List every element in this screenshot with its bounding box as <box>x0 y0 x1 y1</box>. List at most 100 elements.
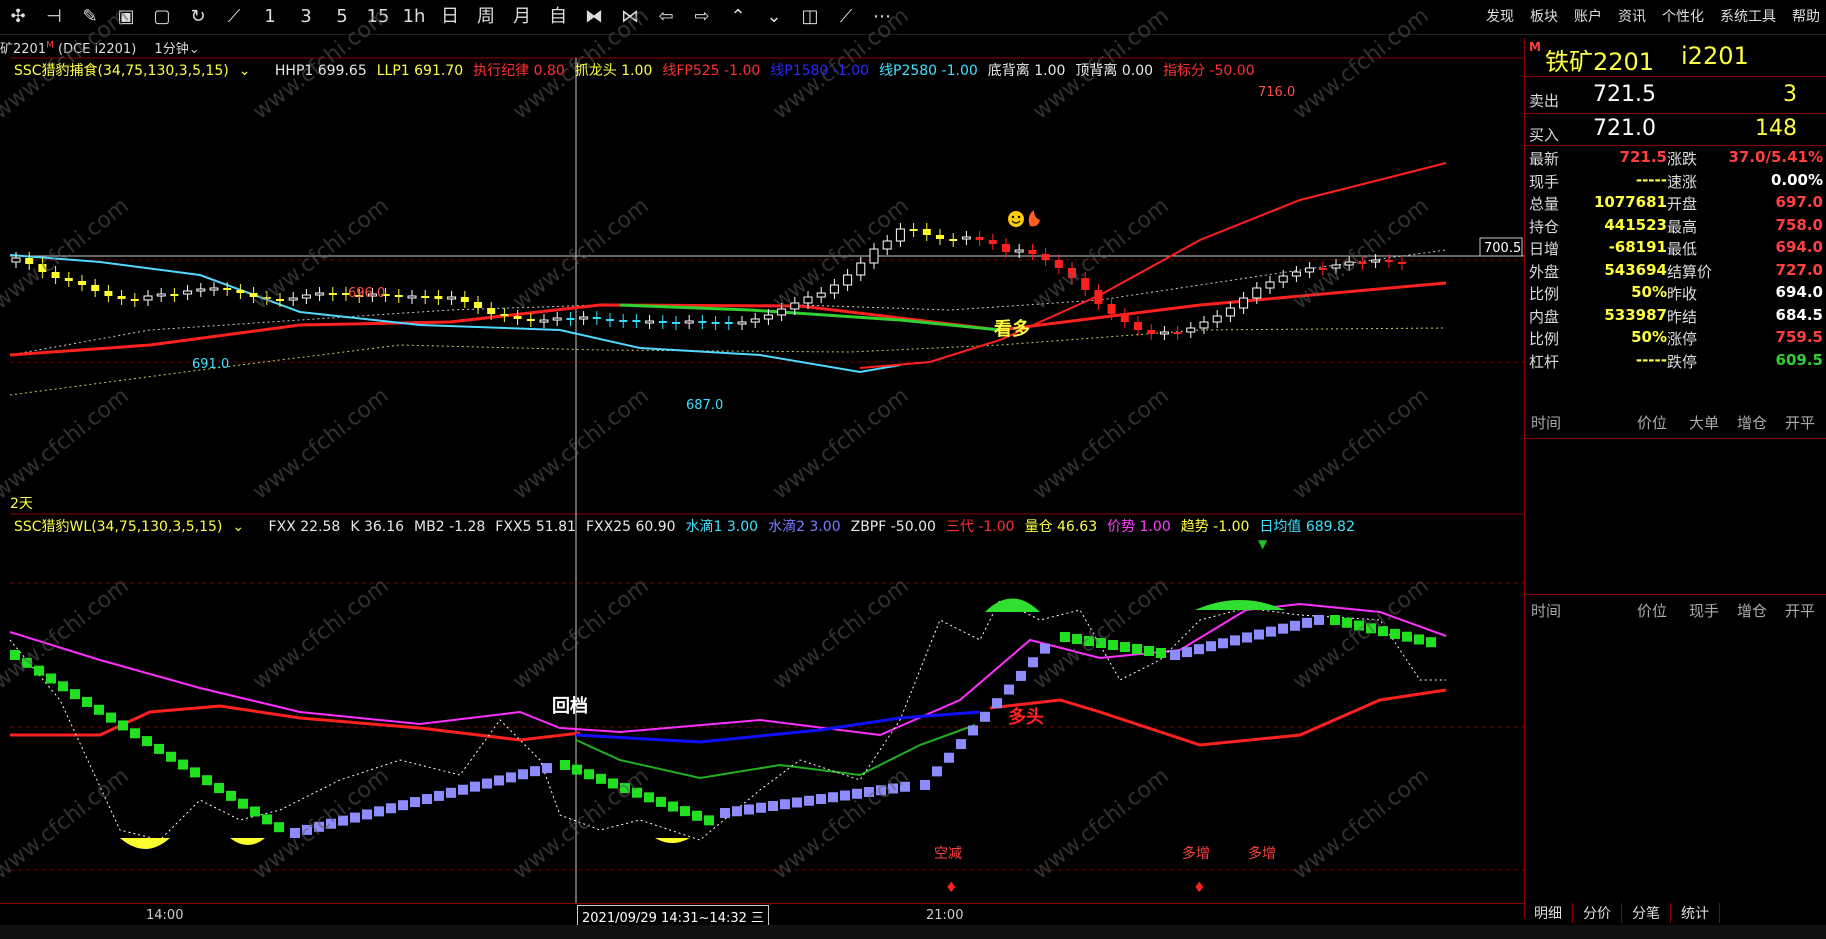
purple-block <box>542 763 552 774</box>
quote-value: 543694 <box>1604 260 1667 279</box>
yellow-hump <box>655 838 690 843</box>
candle-body <box>209 287 219 291</box>
period-1-button[interactable]: 1 <box>264 6 276 27</box>
quote-row: 内盘 533987 昨结 684.5 <box>1525 306 1826 332</box>
purple-block <box>434 790 444 801</box>
main_indicator-item: 指标分 -50.00 <box>1163 63 1255 79</box>
sub_indicator-item: FXX 22.58 <box>268 519 341 535</box>
sub_indicator-item: 日均值 689.82 <box>1259 519 1355 535</box>
candle-body <box>38 264 47 272</box>
period-1h-button[interactable]: 1h <box>402 6 426 27</box>
green-block <box>1060 632 1070 642</box>
more-icon[interactable]: ⋯ <box>873 6 891 27</box>
quote-label: 涨停 <box>1667 330 1698 348</box>
arrow-right-icon[interactable]: ⇨ <box>694 6 710 27</box>
ask-row: 卖出 721.5 3 <box>1529 82 1797 110</box>
quote-label: 跌停 <box>1667 352 1698 371</box>
save-icon[interactable]: ▢ <box>153 6 171 27</box>
pen-icon[interactable]: ⟋ <box>839 6 853 27</box>
purple-block <box>792 797 802 808</box>
sub_indicator-item: 价势 1.00 <box>1107 519 1171 535</box>
green-block <box>1096 638 1106 648</box>
menu-system-tools[interactable]: 系统工具 <box>1720 9 1776 25</box>
zoom-out-icon[interactable]: ⋈ <box>621 6 639 27</box>
green-block <box>632 787 642 798</box>
period-month-button[interactable]: 月 <box>513 6 531 27</box>
menu-personalize[interactable]: 个性化 <box>1662 9 1704 25</box>
candle-body <box>1054 260 1063 268</box>
candle-type-icon[interactable]: ⊣ <box>46 6 62 27</box>
quote-row: 杠杆 ----- 跌停 609.5 <box>1525 351 1826 377</box>
candle-body <box>1318 268 1327 270</box>
period-3-button[interactable]: 3 <box>300 6 312 27</box>
quote-label: 比例 <box>1529 285 1560 303</box>
sub-indicator-name[interactable]: SSC猎豹WL(34,75,130,3,5,15) ⌄ <box>14 519 245 535</box>
arrow-down-icon[interactable]: ⌄ <box>766 6 782 27</box>
quote-label: 最高 <box>1667 217 1698 236</box>
menu-help[interactable]: 帮助 <box>1792 9 1820 25</box>
menu-sector[interactable]: 板块 <box>1530 9 1558 25</box>
toolbar-icons: ✣ ⊣ ✎ ▣ ▢ ↻ ⟋ 1 3 5 15 1h 日 周 月 自 ⧓ ⋈ ⇦ … <box>0 4 900 30</box>
tab-detail[interactable]: 明细 <box>1524 903 1573 923</box>
drop-icon: ♦ <box>945 880 958 896</box>
zoom-in-icon[interactable]: ⧓ <box>585 6 603 27</box>
purple-block <box>1314 614 1324 625</box>
purple-block <box>1182 647 1192 658</box>
quote-label: 总量 <box>1529 195 1560 213</box>
sub-indicator-line: SSC猎豹WL(34,75,130,3,5,15) ⌄ FXX 22.58 K 36… <box>14 516 1375 536</box>
period-week-button[interactable]: 周 <box>477 6 495 27</box>
quote-label: 日增 <box>1529 240 1560 258</box>
refresh-icon[interactable]: ↻ <box>190 6 206 27</box>
sub-blue-line <box>575 710 981 744</box>
watermark-text: www.cfchi.com <box>0 193 134 314</box>
candle-body <box>170 294 179 296</box>
green-block <box>214 783 224 794</box>
candle-body <box>1147 330 1156 334</box>
green-block <box>274 822 284 833</box>
crosshair-icon[interactable]: ✣ <box>10 6 26 27</box>
bid-volume: 148 <box>1755 116 1797 141</box>
draw-tool-icon[interactable]: ✎ <box>82 6 98 27</box>
tab-stats[interactable]: 统计 <box>1671 903 1720 923</box>
main-indicator-name[interactable]: SSC猎豹捕食(34,75,130,3,5,15) ⌄ <box>14 63 251 79</box>
quote-row: 日增 -68191 最低 694.0 <box>1525 238 1826 264</box>
sub_indicator-item: 量仓 46.63 <box>1024 519 1098 535</box>
tab-ticks[interactable]: 分笔 <box>1622 903 1671 923</box>
menu-discover[interactable]: 发现 <box>1486 9 1514 25</box>
period-day-button[interactable]: 日 <box>441 6 459 27</box>
arrow-up-icon[interactable]: ⌃ <box>730 6 746 27</box>
purple-block <box>506 772 516 783</box>
fire-icon <box>1028 210 1040 227</box>
period-15-button[interactable]: 15 <box>366 6 390 27</box>
candle-body <box>803 296 813 304</box>
purple-block <box>876 785 886 796</box>
period-select[interactable]: 1分钟⌄ <box>154 42 200 57</box>
fullscreen-icon[interactable]: ▣ <box>117 6 135 27</box>
tab-price-dist[interactable]: 分价 <box>1573 903 1622 923</box>
purple-block <box>900 781 910 792</box>
green-block <box>190 767 200 778</box>
purple-block <box>932 766 942 777</box>
candle-body <box>1384 260 1393 262</box>
watermark-text: www.cfchi.com <box>1288 193 1433 314</box>
watermark-text: www.cfchi.com <box>1288 383 1433 504</box>
menu-news[interactable]: 资讯 <box>1618 9 1646 25</box>
kongjian-label: 空减 <box>934 846 962 862</box>
purple-block <box>326 818 336 829</box>
candle-body <box>1120 314 1129 322</box>
candle-body <box>1252 287 1262 299</box>
period-custom-button[interactable]: 自 <box>549 6 567 27</box>
layout-icon[interactable]: ◫ <box>801 6 819 27</box>
duozeng2-label: 多增 <box>1248 845 1276 862</box>
purple-block <box>756 802 766 813</box>
green-block <box>704 815 714 826</box>
arrow-left-icon[interactable]: ⇦ <box>658 6 674 27</box>
period-5-button[interactable]: 5 <box>336 6 348 27</box>
chart-canvas[interactable]: 716.0 696.0 691.0 687.0 看多 2天 回档 多头 空减 多… <box>0 0 1524 903</box>
menu-account[interactable]: 账户 <box>1574 9 1602 25</box>
trend-icon[interactable]: ⟋ <box>227 6 241 27</box>
candle-body <box>487 308 496 314</box>
candle-body <box>342 293 350 295</box>
quote-value: 721.5 <box>1619 148 1667 166</box>
candle-body <box>91 285 100 291</box>
